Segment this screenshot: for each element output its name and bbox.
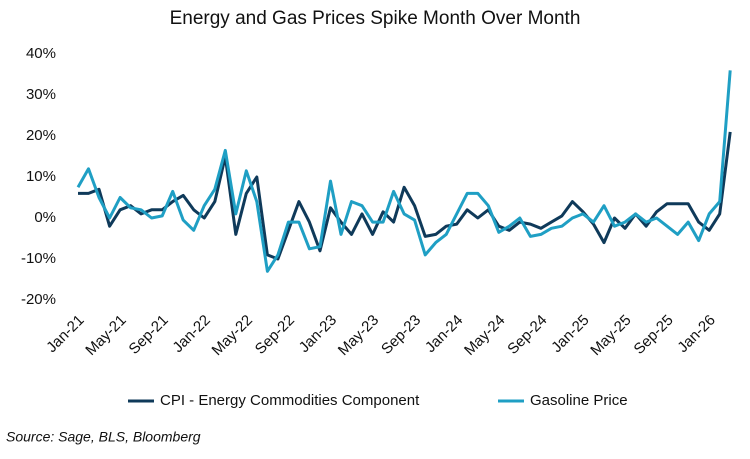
y-tick-label: 10% <box>26 168 56 185</box>
x-tick-label: May-24 <box>461 312 508 359</box>
y-tick-label: 40% <box>26 45 56 62</box>
series-line <box>78 131 732 261</box>
y-tick-label: -10% <box>21 250 56 267</box>
x-tick-label: May-25 <box>587 312 634 359</box>
x-tick-label: Jan-23 <box>296 312 340 356</box>
x-tick-label: Sep-24 <box>504 312 550 358</box>
x-tick-label: Sep-23 <box>378 312 424 358</box>
x-tick-label: May-21 <box>82 312 129 359</box>
x-tick-label: Sep-22 <box>252 312 298 358</box>
x-tick-label: Sep-25 <box>631 312 677 358</box>
x-tick-label: Jan-25 <box>548 312 592 356</box>
series-line <box>76 70 732 273</box>
x-tick-label: May-23 <box>335 312 382 359</box>
legend-label: Gasoline Price <box>530 392 628 409</box>
x-tick-label: May-22 <box>209 312 256 359</box>
legend-label: CPI - Energy Commodities Component <box>160 392 420 409</box>
y-tick-label: 0% <box>34 209 56 226</box>
x-tick-label: Sep-21 <box>126 312 172 358</box>
x-tick-label: Jan-21 <box>43 312 87 356</box>
x-tick-label: Jan-26 <box>674 312 718 356</box>
y-tick-label: 20% <box>26 127 56 144</box>
x-tick-label: Jan-24 <box>422 312 466 356</box>
chart-title: Energy and Gas Prices Spike Month Over M… <box>170 8 581 29</box>
y-tick-label: 30% <box>26 86 56 103</box>
source-note: Source: Sage, BLS, Bloomberg <box>6 429 201 445</box>
y-tick-label: -20% <box>21 291 56 308</box>
x-tick-label: Jan-22 <box>169 312 213 356</box>
